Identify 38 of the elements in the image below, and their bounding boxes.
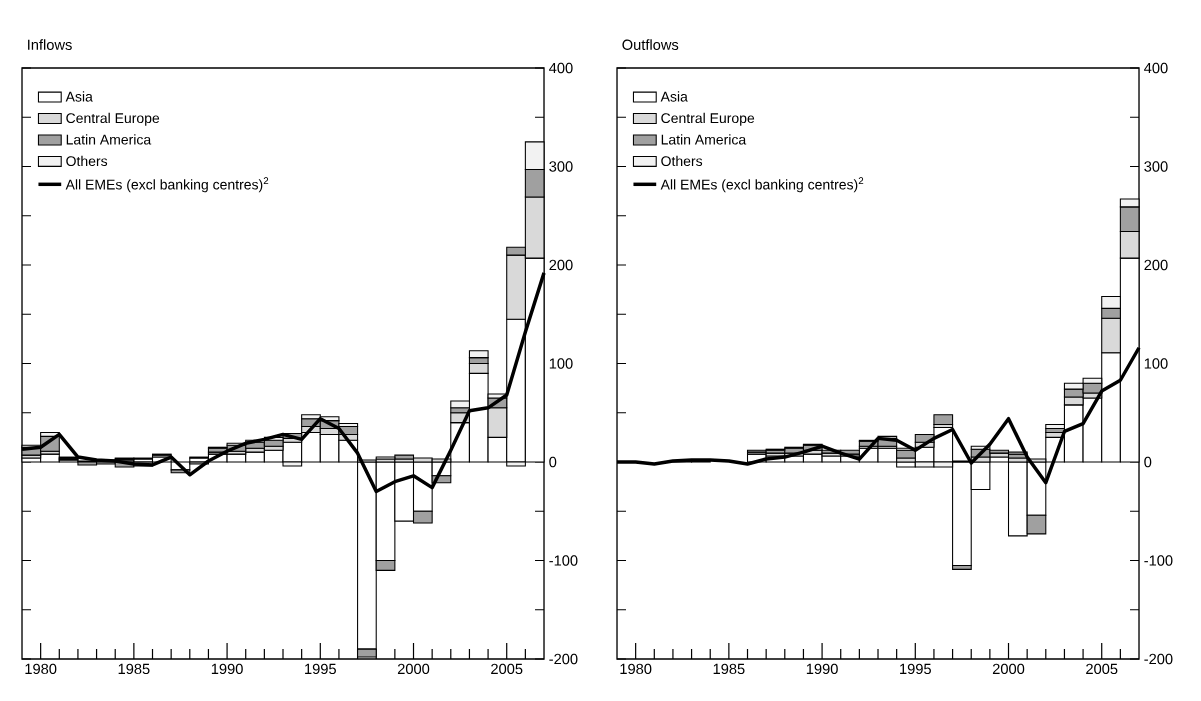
x-tick-label: 1985 — [713, 663, 745, 675]
legend-label: All EMEs (excl banking centres)$^{2}$ — [65, 177, 269, 193]
y-tick-label: -100 — [549, 555, 578, 566]
y-tick-label: 100 — [1144, 358, 1168, 369]
legend-label: Others — [661, 155, 703, 167]
legend-label: Central Europe — [661, 112, 755, 126]
y-tick-label: 0 — [1144, 456, 1152, 468]
legend-label: Asia — [660, 91, 688, 102]
x-tick-label: 1990 — [211, 663, 243, 675]
x-tick-label: 1995 — [900, 663, 931, 675]
x-tick-label: 1990 — [806, 663, 838, 675]
y-tick-label: 300 — [549, 161, 573, 172]
legend-label: Others — [66, 155, 108, 167]
y-tick-label: 200 — [549, 259, 573, 271]
x-tick-label: 2005 — [1086, 663, 1118, 675]
chart-title: Inflows — [28, 39, 72, 50]
x-tick-label: 2000 — [992, 663, 1025, 675]
x-tick-label: 2000 — [397, 663, 430, 675]
y-tick-label: -200 — [1144, 653, 1173, 665]
y-tick-label: 300 — [1144, 161, 1168, 172]
x-tick-label: 1980 — [25, 663, 57, 675]
legend-label: Latin America — [66, 134, 152, 145]
x-tick-label: 1995 — [305, 663, 336, 675]
y-tick-label: 100 — [549, 358, 573, 369]
y-tick-label: -200 — [549, 653, 578, 665]
y-tick-label: 0 — [549, 456, 557, 468]
legend-label: Latin America — [661, 134, 747, 145]
y-tick-label: 400 — [549, 62, 573, 74]
legend-label: Asia — [65, 91, 93, 102]
legend-label: All EMEs (excl banking centres)$^{2}$ — [660, 177, 864, 193]
y-tick-label: -100 — [1144, 555, 1173, 566]
x-tick-label: 2005 — [491, 663, 523, 675]
y-tick-label: 200 — [1144, 259, 1168, 271]
x-tick-label: 1980 — [620, 663, 652, 675]
y-tick-label: 400 — [1144, 62, 1168, 74]
legend-label: Central Europe — [66, 112, 160, 126]
x-tick-label: 1985 — [118, 663, 150, 675]
chart-title: Outflows — [622, 39, 679, 50]
